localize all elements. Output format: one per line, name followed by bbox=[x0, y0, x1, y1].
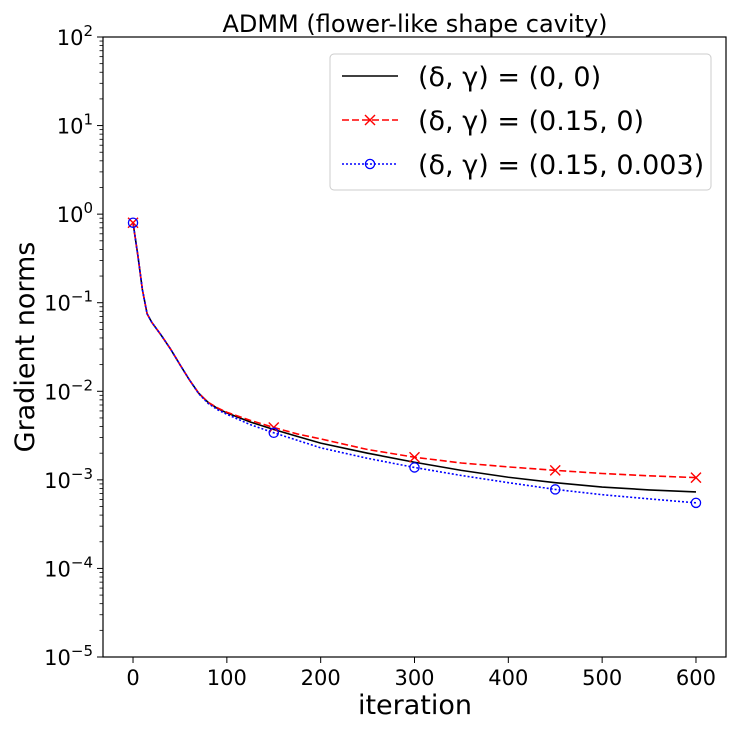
series-3-marker bbox=[549, 484, 561, 495]
series-2-marker bbox=[549, 464, 561, 476]
y-tick-label: 102 bbox=[57, 22, 93, 50]
legend-entry: (δ, γ) = (0.15, 0.003) bbox=[342, 150, 704, 181]
series-3-marker bbox=[268, 427, 280, 439]
chart-title: ADMM (flower-like shape cavity) bbox=[222, 10, 607, 38]
legend: (δ, γ) = (0, 0) (δ, γ) = (0.15, 0) (δ, γ) … bbox=[329, 53, 712, 191]
legend-label: (δ, γ) = (0.15, 0.003) bbox=[418, 150, 704, 181]
y-axis-label: Gradient norms bbox=[10, 242, 41, 453]
y-tick-label: 10−3 bbox=[44, 465, 93, 493]
y-tick-label: 100 bbox=[57, 199, 93, 227]
legend-label: (δ, γ) = (0.15, 0) bbox=[418, 106, 644, 137]
y-tick-label: 10−1 bbox=[44, 288, 93, 316]
y-axis: 10−5 10−4 10−3 10−2 10−1 100 101 102 bbox=[44, 22, 103, 670]
series-3-marker bbox=[127, 217, 139, 228]
series-2-marker bbox=[690, 472, 702, 484]
x-axis-label: iteration bbox=[358, 690, 472, 721]
x-axis: 0 100 200 300 400 500 600 bbox=[126, 657, 716, 690]
legend-box bbox=[329, 53, 712, 191]
series-2-marker bbox=[409, 451, 420, 463]
legend-entry: (δ, γ) = (0, 0) bbox=[342, 62, 601, 93]
legend-marker bbox=[364, 114, 376, 126]
legend-marker bbox=[364, 158, 376, 170]
y-tick-label: 10−4 bbox=[44, 553, 93, 581]
y-tick-label: 101 bbox=[57, 111, 93, 139]
x-tick-label: 200 bbox=[301, 666, 341, 690]
x-tick-label: 300 bbox=[394, 666, 434, 690]
legend-label: (δ, γ) = (0, 0) bbox=[418, 62, 601, 93]
series-3-marker bbox=[409, 462, 420, 473]
x-tick-label: 100 bbox=[207, 666, 247, 690]
x-tick-label: 400 bbox=[488, 666, 528, 690]
x-tick-label: 500 bbox=[582, 666, 622, 690]
series-line-3 bbox=[132, 222, 697, 504]
series-3-marker bbox=[690, 497, 702, 509]
y-tick-label: 10−2 bbox=[44, 376, 93, 404]
legend-entry: (δ, γ) = (0.15, 0) bbox=[342, 106, 644, 137]
series-2-marker bbox=[268, 422, 280, 434]
x-tick-label: 600 bbox=[676, 666, 716, 690]
y-tick-label: 10−5 bbox=[44, 642, 93, 670]
x-tick-label: 0 bbox=[126, 666, 139, 690]
series-line-2 bbox=[132, 222, 697, 479]
series-line-1 bbox=[132, 222, 697, 493]
